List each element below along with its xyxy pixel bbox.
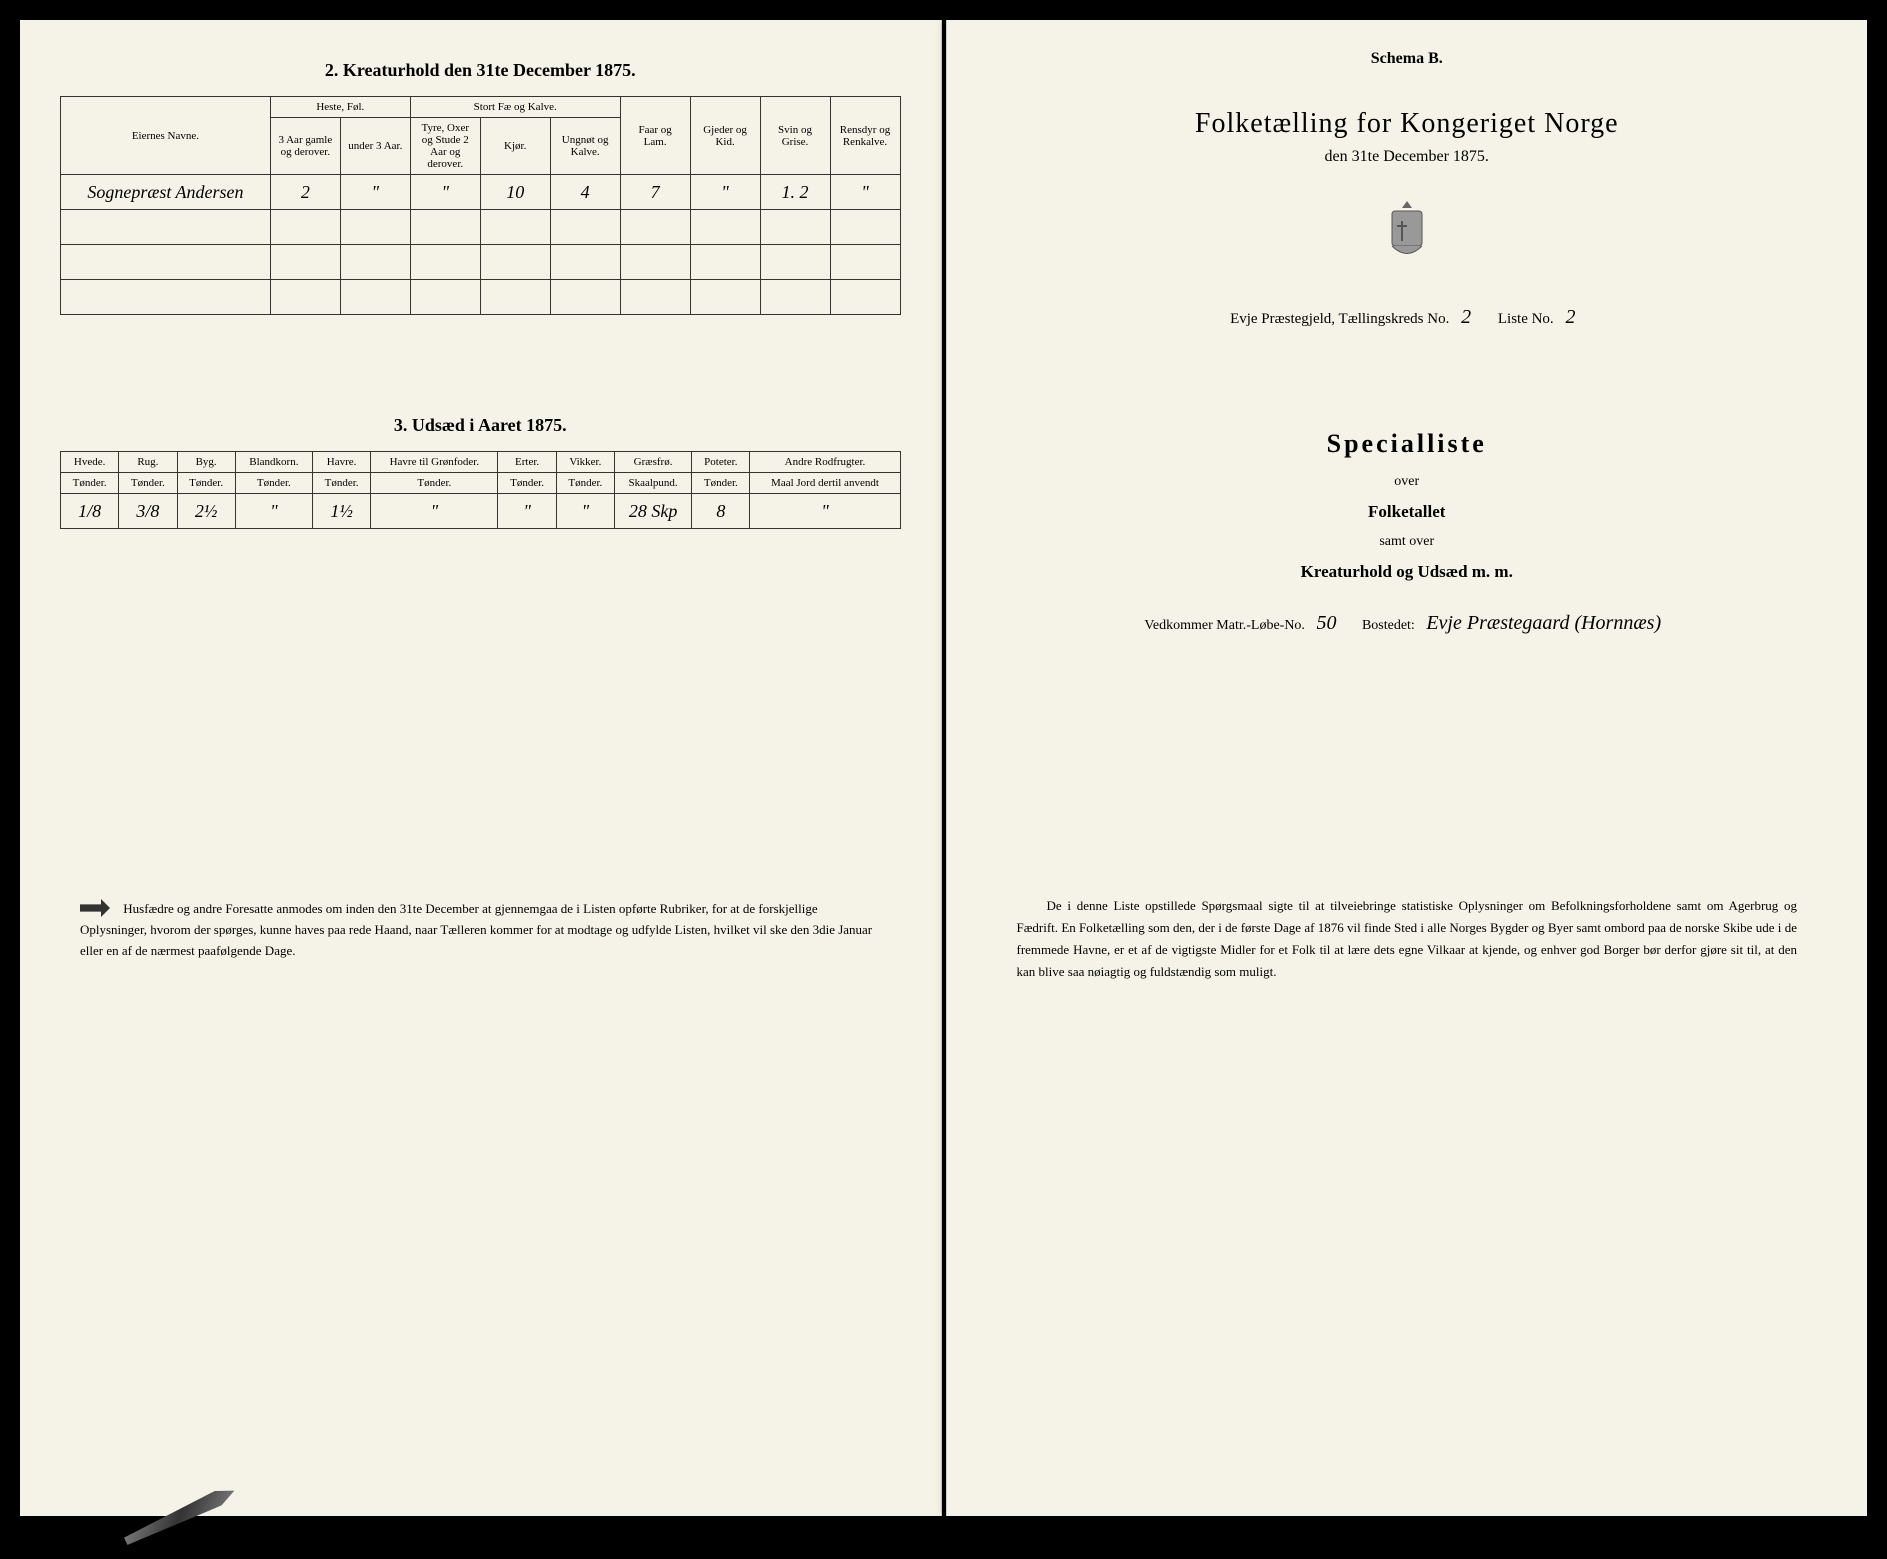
th: Græsfrø. xyxy=(614,452,691,473)
cell: 1. 2 xyxy=(760,175,830,210)
matr-label: Vedkommer Matr.-Løbe-No. xyxy=(1144,618,1305,633)
th: Poteter. xyxy=(692,452,750,473)
bostedet-label: Bostedet: xyxy=(1362,618,1415,633)
cell: 2½ xyxy=(177,494,235,529)
table-row xyxy=(61,210,901,245)
census-title: Folketælling for Kongeriget Norge xyxy=(987,108,1828,140)
table-row: Sognepræst Andersen 2 " " 10 4 7 " 1. 2 … xyxy=(61,175,901,210)
cell: 10 xyxy=(480,175,550,210)
footnote-text: Husfædre og andre Foresatte anmodes om i… xyxy=(80,901,872,958)
cell: 1/8 xyxy=(61,494,119,529)
th-group1: Heste, Føl. xyxy=(270,97,410,118)
liste-no: 2 xyxy=(1557,306,1583,328)
th: Andre Rodfrugter. xyxy=(750,452,900,473)
th-unit: Tønder. xyxy=(371,473,498,494)
th-unit: Tønder. xyxy=(177,473,235,494)
cell-name: Sognepræst Andersen xyxy=(61,175,271,210)
cell: 8 xyxy=(692,494,750,529)
th-unit: Tønder. xyxy=(61,473,119,494)
bottom-paragraph: De i denne Liste opstillede Spørgsmaal s… xyxy=(987,895,1828,983)
th-c6: Faar og Lam. xyxy=(620,97,690,175)
th-unit: Tønder. xyxy=(235,473,312,494)
table-row xyxy=(61,280,901,315)
footer-note: Husfædre og andre Foresatte anmodes om i… xyxy=(60,899,901,961)
cell: " xyxy=(235,494,312,529)
parish-no: 2 xyxy=(1453,306,1479,328)
document-spread: 2. Kreaturhold den 31te December 1875. E… xyxy=(20,20,1867,1516)
th-unit: Tønder. xyxy=(119,473,177,494)
matr-no: 50 xyxy=(1308,612,1344,634)
cell: " xyxy=(340,175,410,210)
cell: " xyxy=(830,175,900,210)
th: Byg. xyxy=(177,452,235,473)
liste-label: Liste No. xyxy=(1498,311,1554,327)
th: Vikker. xyxy=(556,452,614,473)
th-group2: Stort Fæ og Kalve. xyxy=(410,97,620,118)
over-text: over xyxy=(987,474,1828,490)
bostedet-value: Evje Præstegaard (Hornnæs) xyxy=(1418,612,1669,634)
parish-line: Evje Præstegjeld, Tællingskreds No. 2 Li… xyxy=(987,306,1828,329)
left-page: 2. Kreaturhold den 31te December 1875. E… xyxy=(20,20,942,1516)
th-c1: 3 Aar gamle og derover. xyxy=(270,118,340,175)
cell: " xyxy=(410,175,480,210)
section2-title: 2. Kreaturhold den 31te December 1875. xyxy=(60,60,901,81)
th-name: Eiernes Navne. xyxy=(61,97,271,175)
th: Hvede. xyxy=(61,452,119,473)
specialliste-title: Specialliste xyxy=(987,429,1828,459)
th-c9: Rensdyr og Renkalve. xyxy=(830,97,900,175)
cell: " xyxy=(498,494,556,529)
parish-label: Evje Præstegjeld, Tællingskreds No. xyxy=(1230,311,1449,327)
cell: 28 Skp xyxy=(614,494,691,529)
th-c5: Ungnøt og Kalve. xyxy=(550,118,620,175)
th-unit: Tønder. xyxy=(312,473,370,494)
pointer-icon xyxy=(80,899,110,917)
seed-table: Hvede. Rug. Byg. Blandkorn. Havre. Havre… xyxy=(60,451,901,529)
th-unit: Tønder. xyxy=(556,473,614,494)
cell: 7 xyxy=(620,175,690,210)
th-c3: Tyre, Oxer og Stude 2 Aar og derover. xyxy=(410,118,480,175)
th-c2: under 3 Aar. xyxy=(340,118,410,175)
cell: " xyxy=(556,494,614,529)
th: Havre til Grønfoder. xyxy=(371,452,498,473)
th-unit: Maal Jord dertil anvendt xyxy=(750,473,900,494)
th: Rug. xyxy=(119,452,177,473)
th: Blandkorn. xyxy=(235,452,312,473)
cell: " xyxy=(750,494,900,529)
right-page: Schema B. Folketælling for Kongeriget No… xyxy=(946,20,1868,1516)
census-date: den 31te December 1875. xyxy=(987,148,1828,166)
th-unit: Tønder. xyxy=(692,473,750,494)
table-row xyxy=(61,245,901,280)
pen-icon xyxy=(117,1473,243,1559)
cell: " xyxy=(690,175,760,210)
th-c8: Svin og Grise. xyxy=(760,97,830,175)
livestock-table: Eiernes Navne. Heste, Føl. Stort Fæ og K… xyxy=(60,96,901,315)
th-c4: Kjør. xyxy=(480,118,550,175)
cell: 2 xyxy=(270,175,340,210)
crest-icon xyxy=(1377,196,1437,266)
cell: " xyxy=(371,494,498,529)
th-c7: Gjeder og Kid. xyxy=(690,97,760,175)
kreatur-text: Kreaturhold og Udsæd m. m. xyxy=(987,562,1828,582)
th-unit: Tønder. xyxy=(498,473,556,494)
cell: 1½ xyxy=(312,494,370,529)
schema-label: Schema B. xyxy=(987,50,1828,68)
section3-title: 3. Udsæd i Aaret 1875. xyxy=(60,415,901,436)
matr-line: Vedkommer Matr.-Løbe-No. 50 Bostedet: Ev… xyxy=(987,612,1828,635)
th: Erter. xyxy=(498,452,556,473)
th-unit: Skaalpund. xyxy=(614,473,691,494)
cell: 3/8 xyxy=(119,494,177,529)
samt-over-text: samt over xyxy=(987,534,1828,550)
table-row: 1/8 3/8 2½ " 1½ " " " 28 Skp 8 " xyxy=(61,494,901,529)
folketallet-text: Folketallet xyxy=(987,502,1828,522)
cell: 4 xyxy=(550,175,620,210)
th: Havre. xyxy=(312,452,370,473)
